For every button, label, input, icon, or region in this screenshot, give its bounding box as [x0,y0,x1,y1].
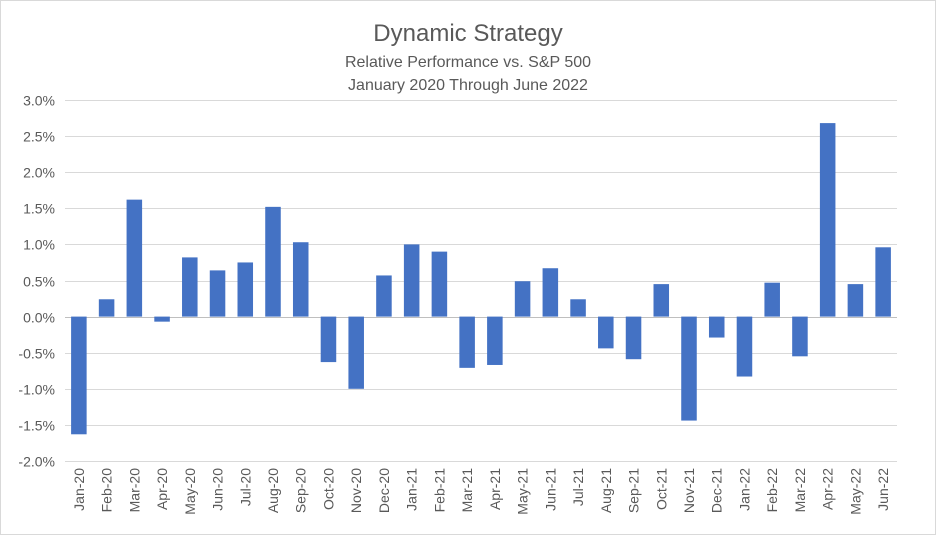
x-tick-label: Jul-21 [570,468,586,506]
x-tick-label: Jan-22 [736,468,752,511]
x-tick-label: Oct-20 [320,468,336,510]
x-tick-label: Mar-21 [459,468,475,513]
bar-jun-20 [209,270,226,317]
x-tick-label: Aug-21 [598,468,614,513]
x-tick-label: Aug-20 [265,468,281,513]
x-tick-label: May-21 [515,468,531,515]
bar-apr-22 [819,123,836,317]
bar-nov-20 [348,316,364,389]
x-tick-label: Apr-22 [820,468,836,510]
y-tick-label: 1.5% [23,201,55,217]
y-tick-label: -1.0% [18,382,55,398]
bar-sep-20 [292,242,309,317]
x-tick-label: Jun-21 [542,468,558,511]
x-tick-label: Jan-20 [71,468,87,511]
x-tick-label: Mar-20 [126,468,142,513]
bar-dec-20 [376,275,392,317]
x-tick-label: Jun-22 [875,468,891,511]
x-tick-label: Feb-22 [764,468,780,513]
bar-apr-20 [154,316,170,322]
bar-nov-21 [681,316,697,421]
bar-jan-20 [71,316,87,435]
bar-may-22 [847,284,864,317]
bar-aug-21 [598,316,614,349]
bar-dec-21 [708,316,725,338]
bar-feb-22 [764,282,780,317]
y-tick-label: 0.0% [23,310,55,326]
bar-jul-20 [237,262,254,317]
bar-mar-21 [459,316,475,368]
bar-may-21 [514,281,531,317]
chart-subtitle-line-2: January 2020 Through June 2022 [348,77,588,94]
x-axis-tick-labels: Jan-20 Feb-20 Mar-20 Apr-20 May-20 Jun-20 Jul-… [71,468,891,515]
bar-jan-21 [403,244,420,317]
x-tick-label: Nov-20 [348,468,364,513]
x-tick-label: Feb-20 [99,468,115,513]
x-tick-label: Sep-20 [293,468,309,513]
chart-title: Dynamic Strategy [373,20,563,47]
x-tick-label: Dec-20 [376,468,392,513]
x-tick-label: Apr-20 [154,468,170,510]
y-tick-label: 3.0% [23,93,55,109]
bar-feb-21 [431,251,448,317]
bar-may-20 [182,257,198,317]
y-axis-tick-labels: -2.0% -1.5% -1.0% -0.5% 0.0% 0.5% 1.0% 1.5% 2.0%… [18,93,55,470]
bar-sep-21 [625,316,642,360]
x-tick-label: Nov-21 [681,468,697,513]
x-tick-label: May-22 [847,468,863,515]
x-tick-label: Mar-22 [792,468,808,513]
bar-jun-22 [875,247,891,317]
bar-aug-20 [265,206,281,317]
bar-jul-21 [570,299,586,317]
x-tick-label: Apr-21 [487,468,503,510]
y-tick-label: 0.5% [23,274,55,290]
bar-mar-22 [792,316,808,357]
y-tick-label: 1.0% [23,237,55,253]
y-tick-label: -0.5% [18,346,55,362]
y-tick-label: -2.0% [18,454,55,470]
chart-subtitle-line-1: Relative Performance vs. S&P 500 [344,54,592,71]
bar-jun-21 [542,268,559,317]
y-tick-label: -1.5% [18,418,55,434]
bar-feb-20 [98,299,115,317]
x-tick-label: Oct-21 [653,468,669,510]
bar-apr-21 [487,316,503,365]
x-tick-label: Jul-20 [237,468,253,506]
bar-jan-22 [736,316,753,377]
bar-mar-20 [126,199,143,317]
gridlines [65,100,897,462]
bar-oct-20 [320,316,337,363]
x-tick-label: Feb-21 [431,468,447,513]
bar-oct-21 [653,284,670,317]
y-tick-label: 2.5% [23,129,55,145]
x-tick-label: Sep-21 [626,468,642,513]
bars [71,123,891,435]
x-tick-label: Jan-21 [404,468,420,511]
x-tick-label: Dec-21 [709,468,725,513]
x-tick-label: Jun-20 [210,468,226,511]
y-tick-label: 2.0% [23,165,55,181]
x-tick-label: May-20 [182,468,198,515]
